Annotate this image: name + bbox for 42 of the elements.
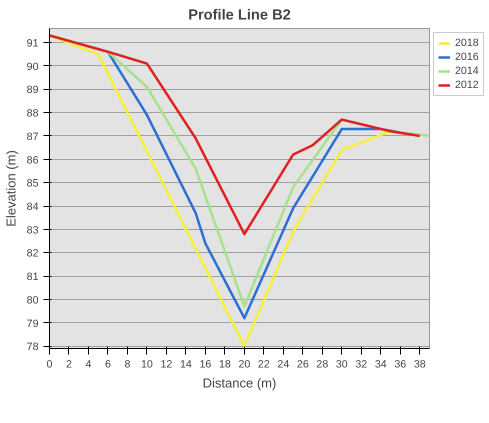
x-tick-label: 26 — [296, 358, 309, 370]
x-tick-label: 2 — [66, 358, 72, 370]
x-tick-label: 8 — [124, 358, 130, 370]
x-tick-label: 30 — [336, 358, 348, 370]
y-tick-label: 82 — [26, 248, 39, 260]
y-tick-label: 84 — [26, 201, 39, 214]
chart-title: Profile Line B2 — [188, 8, 291, 24]
x-tick-label: 18 — [218, 358, 231, 370]
legend-label: 2012 — [455, 79, 479, 91]
x-tick-label: 24 — [277, 358, 290, 370]
y-tick-label: 80 — [26, 294, 39, 306]
y-tick-label: 78 — [26, 341, 39, 354]
x-tick-label: 32 — [355, 358, 368, 370]
x-tick-label: 22 — [258, 358, 270, 370]
legend-label: 2018 — [455, 37, 479, 49]
y-tick-label: 86 — [26, 154, 39, 166]
x-axis-title: Distance (m) — [202, 376, 276, 390]
y-tick-label: 91 — [26, 38, 39, 50]
y-tick-label: 85 — [26, 178, 39, 190]
y-tick-label: 79 — [26, 318, 39, 330]
legend-label: 2014 — [455, 65, 479, 77]
y-tick-label: 90 — [26, 60, 39, 73]
line-series — [50, 34, 422, 236]
y-tick-label: 89 — [26, 84, 39, 96]
x-tick-label: 28 — [316, 358, 328, 370]
y-tick-label: 87 — [26, 130, 39, 143]
y-axis-title: Elevation (m) — [4, 150, 19, 227]
y-tick-label: 81 — [26, 271, 39, 284]
x-tick-label: 14 — [180, 358, 192, 370]
x-tick-label: 4 — [86, 358, 92, 370]
y-tick-label: 83 — [26, 224, 39, 236]
x-tick-label: 10 — [141, 358, 153, 370]
x-tick-label: 12 — [160, 358, 172, 370]
x-tick-label: 16 — [199, 358, 212, 370]
x-tick-label: 0 — [46, 358, 53, 370]
legend-label: 2016 — [455, 51, 479, 63]
x-tick-label: 36 — [394, 358, 406, 370]
x-tick-label: 20 — [238, 358, 250, 370]
y-tick-label: 88 — [26, 108, 39, 120]
x-tick-label: 6 — [105, 358, 111, 370]
x-tick-label: 38 — [414, 358, 426, 370]
x-tick-label: 34 — [374, 358, 387, 370]
